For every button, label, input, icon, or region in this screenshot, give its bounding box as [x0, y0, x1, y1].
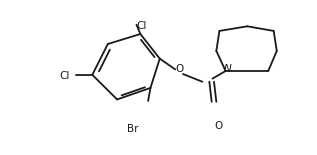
Text: Br: Br: [127, 124, 139, 134]
Text: Cl: Cl: [136, 21, 147, 31]
Text: O: O: [176, 64, 184, 74]
Text: Cl: Cl: [59, 71, 69, 81]
Text: N: N: [224, 64, 231, 74]
Text: O: O: [215, 121, 223, 131]
